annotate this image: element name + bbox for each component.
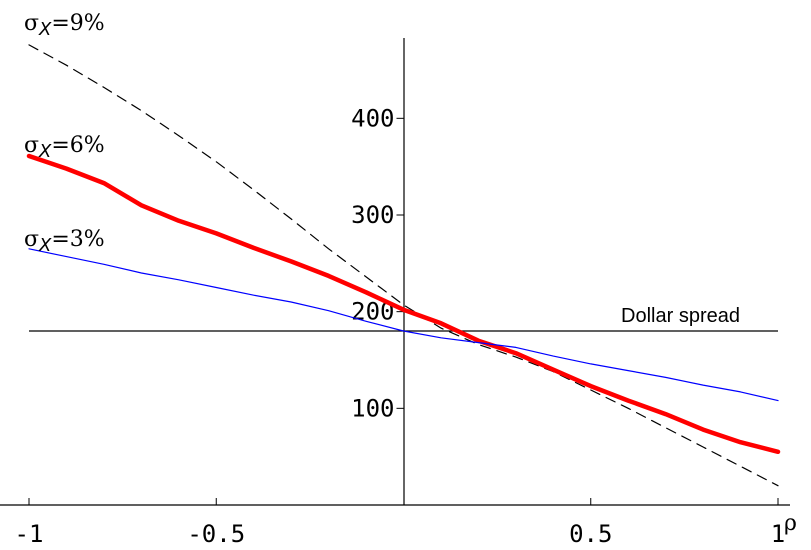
series-label-3: σX=3% bbox=[24, 227, 105, 256]
series-lines bbox=[26, 44, 781, 487]
series-line-1 bbox=[28, 44, 779, 487]
x-tick-label: -1 bbox=[15, 520, 44, 548]
x-tick-label: -0.5 bbox=[187, 520, 245, 548]
series-labels: σX=9% σX=6% σX=3% bbox=[24, 11, 105, 256]
series-label-2: σX=6% bbox=[24, 133, 105, 162]
x-axis-label: ρ bbox=[784, 511, 797, 536]
x-tick-label: 0.5 bbox=[569, 520, 612, 548]
dollar-spread-label: Dollar spread bbox=[621, 305, 740, 327]
axes bbox=[0, 38, 790, 506]
y-tick-label: 400 bbox=[351, 104, 394, 132]
series-label-1: σX=9% bbox=[24, 11, 105, 40]
y-tick-label: 300 bbox=[351, 201, 394, 229]
y-tick-label: 100 bbox=[351, 394, 394, 422]
series-line-3 bbox=[28, 248, 779, 402]
x-tick-label: 1 bbox=[771, 520, 785, 548]
series-line-2 bbox=[26, 153, 781, 455]
